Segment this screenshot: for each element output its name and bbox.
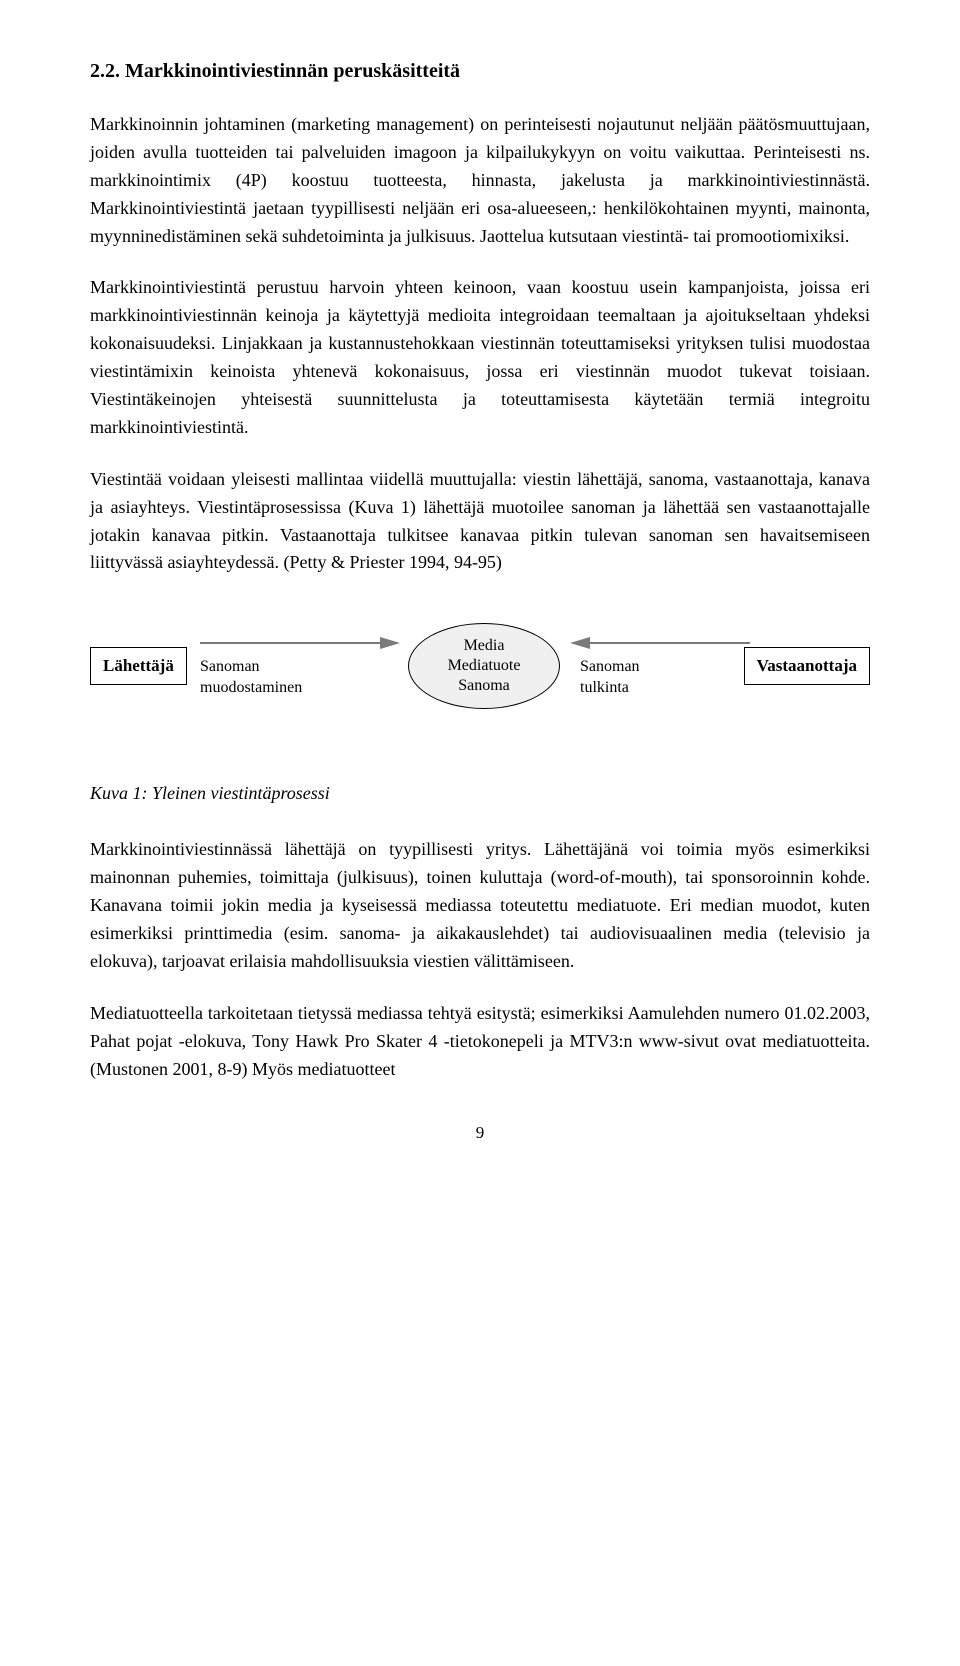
label-text: Sanoman [200, 658, 260, 675]
label-text: tulkinta [580, 679, 629, 696]
paragraph-4: Markkinointiviestinnässä lähettäjä on ty… [90, 836, 870, 975]
page-number: 9 [90, 1123, 870, 1143]
arrow-left-icon [570, 635, 750, 651]
figure-caption: Kuva 1: Yleinen viestintäprosessi [90, 783, 870, 804]
paragraph-3: Viestintää voidaan yleisesti mallintaa v… [90, 466, 870, 578]
paragraph-1: Markkinoinnin johtaminen (marketing mana… [90, 111, 870, 250]
diagram-media-ellipse: Media Mediatuote Sanoma [408, 623, 560, 709]
label-text: Sanoman [580, 658, 640, 675]
diagram-interpret-label: Sanoman tulkinta [580, 657, 680, 699]
ellipse-line: Mediatuote [448, 656, 521, 676]
paragraph-5: Mediatuotteella tarkoitetaan tietyssä me… [90, 1000, 870, 1084]
arrow-right-icon [200, 635, 400, 651]
diagram-forming-label: Sanoman muodostaminen [200, 657, 330, 699]
label-text: muodostaminen [200, 679, 302, 696]
diagram-receiver-box: Vastaanottaja [744, 647, 870, 685]
document-page: 2.2. Markkinointiviestinnän peruskäsitte… [0, 0, 960, 1183]
section-heading: 2.2. Markkinointiviestinnän peruskäsitte… [90, 60, 870, 83]
communication-diagram: Lähettäjä Sanoman muodostaminen Media Me… [90, 623, 870, 743]
ellipse-line: Sanoma [458, 676, 510, 696]
paragraph-2: Markkinointiviestintä perustuu harvoin y… [90, 274, 870, 441]
diagram-sender-box: Lähettäjä [90, 647, 187, 685]
ellipse-line: Media [464, 636, 505, 656]
